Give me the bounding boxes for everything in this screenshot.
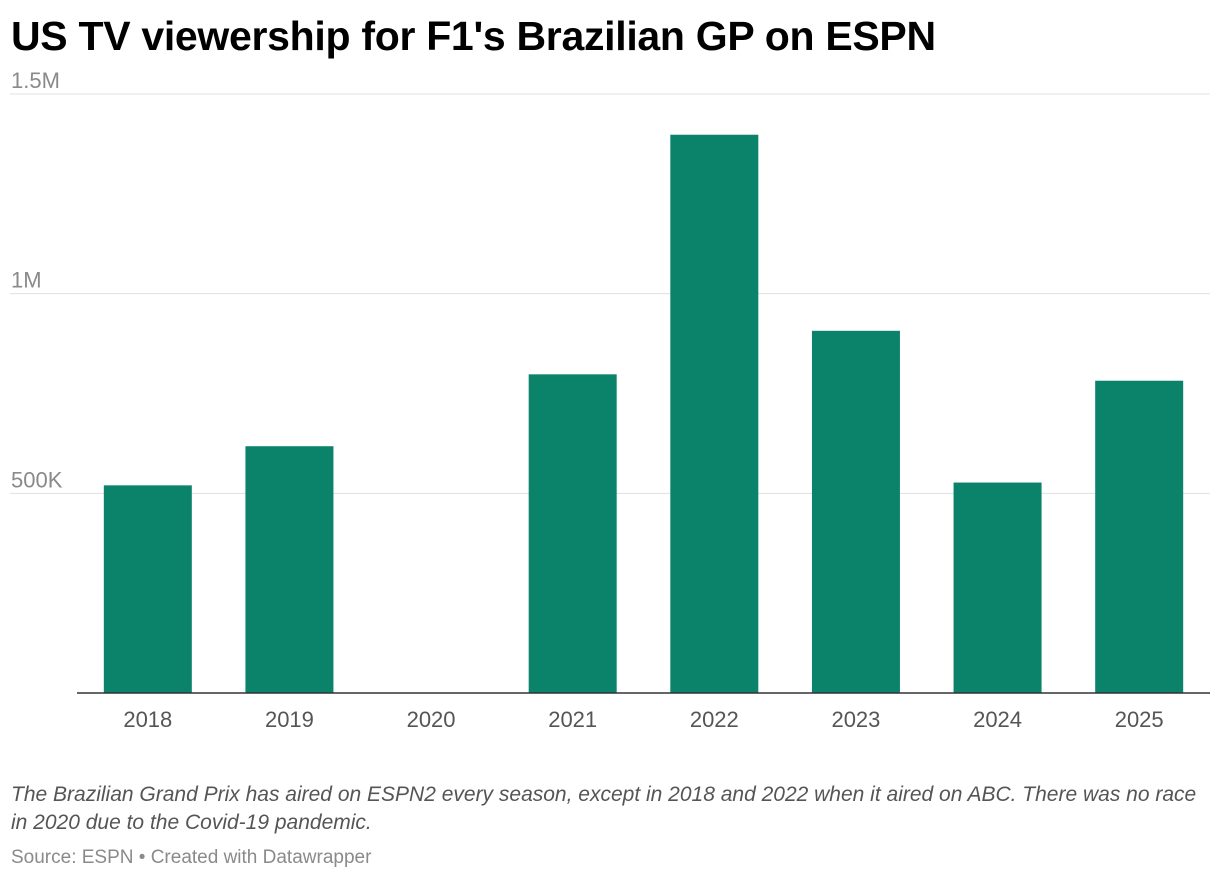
x-tick-label: 2025 [1115, 707, 1164, 732]
bar-chart: 500K 1M 1.5M 2018 2019 2020 2021 2022 2023 2024 20… [10, 68, 1210, 732]
x-tick-label: 2023 [831, 707, 880, 732]
y-tick-label: 1.5M [11, 68, 60, 93]
bar-2025 [1095, 380, 1184, 693]
bars [103, 134, 1184, 693]
bar-2018 [103, 485, 192, 693]
y-tick-label: 500K [11, 467, 63, 492]
bar-2023 [811, 330, 900, 693]
chart-note: The Brazilian Grand Prix has aired on ES… [11, 783, 1197, 834]
chart-title: US TV viewership for F1's Brazilian GP o… [11, 13, 936, 59]
x-tick-label: 2021 [548, 707, 597, 732]
x-tick-label: 2019 [265, 707, 314, 732]
x-tick-label: 2018 [123, 707, 172, 732]
bar-2021 [528, 374, 617, 693]
axis-labels: 500K 1M 1.5M 2018 2019 2020 2021 2022 2023 2024 20… [11, 68, 1164, 732]
chart-footer: Source: ESPN • Created with Datawrapper [11, 847, 372, 868]
x-tick-label: 2020 [407, 707, 456, 732]
x-tick-label: 2022 [690, 707, 739, 732]
x-tick-label: 2024 [973, 707, 1022, 732]
bar-2022 [670, 134, 759, 693]
bar-2024 [953, 482, 1042, 693]
y-tick-label: 1M [11, 268, 42, 293]
bar-2019 [245, 446, 334, 693]
